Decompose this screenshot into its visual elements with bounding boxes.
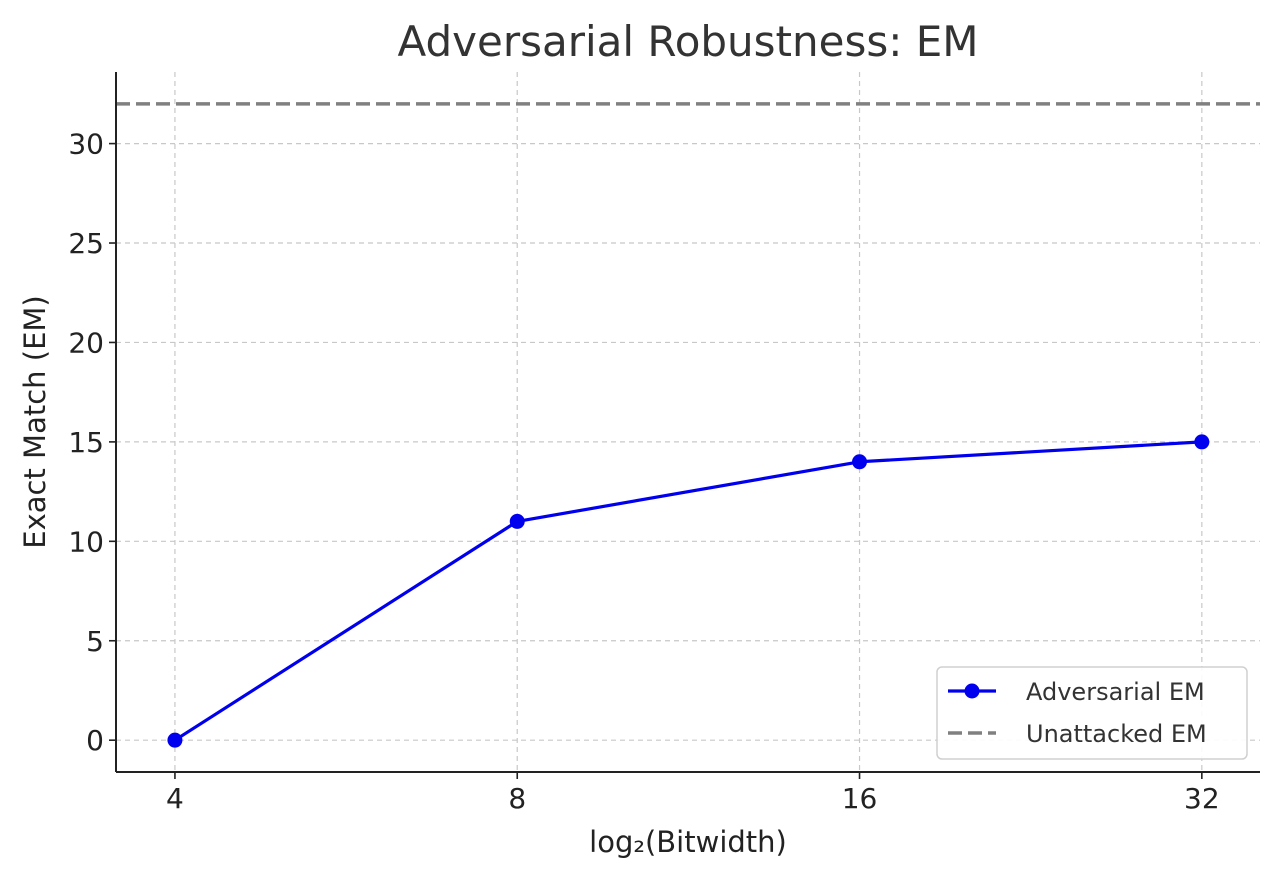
- tick-labels: 4 8 16 32 0 5 10 15 20 25 30: [68, 128, 1219, 815]
- data-point: [509, 513, 525, 529]
- y-tick-label: 30: [68, 128, 104, 161]
- axes: [109, 72, 1260, 779]
- series-layer: [167, 434, 1210, 748]
- chart-title: Adversarial Robustness: EM: [397, 17, 978, 66]
- data-point: [167, 732, 183, 748]
- y-axis-label: Exact Match (EM): [18, 295, 52, 548]
- legend-label-adversarial-em: Adversarial EM: [1026, 678, 1205, 706]
- y-tick-label: 15: [68, 426, 104, 459]
- y-tick-label: 0: [86, 724, 104, 757]
- x-tick-label: 32: [1184, 782, 1220, 815]
- x-tick-label: 16: [842, 782, 878, 815]
- y-tick-label: 10: [68, 525, 104, 558]
- y-tick-label: 5: [86, 625, 104, 658]
- y-tick-label: 25: [68, 227, 104, 260]
- x-axis-label: log₂(Bitwidth): [589, 825, 787, 859]
- x-tick-label: 8: [508, 782, 526, 815]
- y-tick-label: 20: [68, 326, 104, 359]
- legend-marker-adversarial-em: [964, 683, 980, 699]
- data-point: [852, 454, 868, 470]
- data-point: [1194, 434, 1210, 450]
- series-line-adversarial-em: [174, 440, 1202, 742]
- grid-lines: [116, 72, 1260, 772]
- legend-label-unattacked-em: Unattacked EM: [1026, 720, 1207, 748]
- x-tick-label: 4: [166, 782, 184, 815]
- legend: Adversarial EM Unattacked EM: [936, 666, 1248, 760]
- legend-box: [936, 666, 1248, 760]
